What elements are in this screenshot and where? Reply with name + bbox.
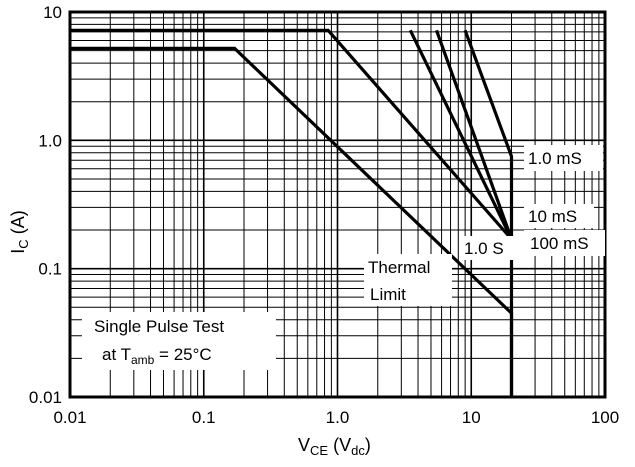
x-tick-label: 0.01 xyxy=(53,408,86,427)
test-label-line2: at Tamb = 25°C xyxy=(102,345,212,367)
series-line-5 xyxy=(463,29,514,397)
x-axis-title-unit-sub: dc xyxy=(351,443,365,458)
test-label-suffix: = 25°C xyxy=(154,345,211,364)
ten-ms-label: 10 mS xyxy=(528,207,577,226)
x-tick-label: 0.1 xyxy=(192,408,216,427)
thermal-label-line1: Thermal xyxy=(368,258,430,277)
tick-labels: 0.01 0.1 1.0 10 100 0.01 0.1 1.0 10 xyxy=(29,3,619,427)
one-s-label: 1.0 S xyxy=(464,239,504,258)
x-axis-title: VCE (Vdc) xyxy=(298,435,371,458)
x-axis-title-close: ) xyxy=(365,435,371,455)
thermal-label-line2: Limit xyxy=(370,285,406,304)
series-line-2 xyxy=(70,28,513,241)
y-axis-title-rest: (A) xyxy=(8,210,28,239)
y-tick-label: 10 xyxy=(43,3,62,22)
y-tick-label: 0.01 xyxy=(29,388,62,407)
series-line-3 xyxy=(408,29,513,240)
test-label-sub: amb xyxy=(131,353,155,367)
x-axis-title-main: V xyxy=(298,435,310,455)
hundred-ms-label: 100 mS xyxy=(530,234,589,253)
test-label-line1: Single Pulse Test xyxy=(94,317,224,336)
series-layer xyxy=(70,28,514,397)
hundred-ms-label-bg xyxy=(524,230,605,256)
y-axis-title-sub: C xyxy=(16,239,31,248)
test-label-prefix: at T xyxy=(102,345,131,364)
one-s-label-bg xyxy=(461,236,516,260)
one-ms-label-bg xyxy=(524,145,603,171)
series-line-4 xyxy=(434,29,514,240)
test-label-bg xyxy=(82,312,276,370)
thermal-label-bg xyxy=(364,254,452,306)
x-tick-label: 100 xyxy=(591,408,619,427)
y-tick-label: 0.1 xyxy=(38,260,62,279)
x-tick-label: 1.0 xyxy=(326,408,350,427)
x-axis-title-open: (V xyxy=(328,435,351,455)
x-tick-label: 10 xyxy=(462,408,481,427)
x-axis-title-sub: CE xyxy=(310,443,328,458)
plot-frame xyxy=(68,10,607,399)
y-axis-title: IC (A) xyxy=(8,210,31,253)
one-ms-label: 1.0 mS xyxy=(528,149,582,168)
y-axis-title-main: I xyxy=(8,249,28,254)
ten-ms-label-bg xyxy=(524,204,594,228)
y-tick-label: 1.0 xyxy=(38,131,62,150)
